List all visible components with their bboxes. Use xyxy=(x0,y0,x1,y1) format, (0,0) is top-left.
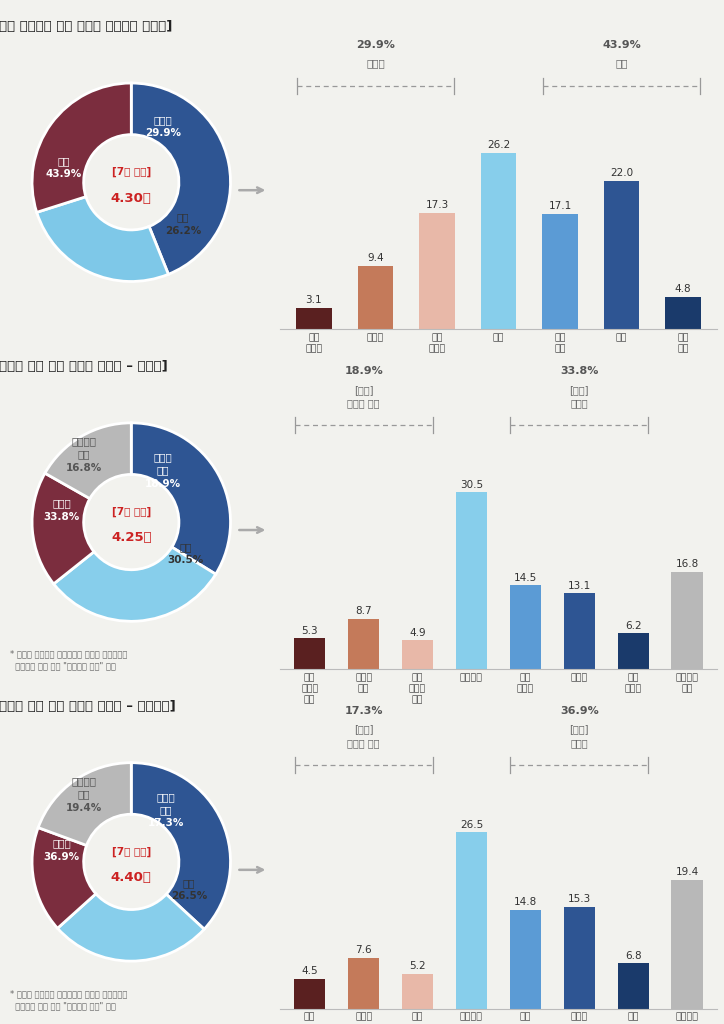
Text: 14.8: 14.8 xyxy=(514,897,537,907)
Text: 17.3%: 17.3% xyxy=(345,706,383,716)
Text: ※ 응답자 BASE : 최근 6개월 이내에 청주시 시내버스 이용경험이 있는 응답자만: ※ 응답자 BASE : 최근 6개월 이내에 청주시 시내버스 이용경험이 있… xyxy=(289,718,495,726)
Bar xyxy=(348,958,379,1009)
Text: 19.4: 19.4 xyxy=(675,867,699,877)
Text: 6.2: 6.2 xyxy=(625,621,641,631)
Text: 4.9: 4.9 xyxy=(409,628,426,638)
Text: 18.9%: 18.9% xyxy=(345,367,383,376)
Bar xyxy=(294,979,325,1009)
Bar xyxy=(358,265,393,329)
Wedge shape xyxy=(131,763,230,929)
Bar xyxy=(542,214,578,329)
Bar xyxy=(481,153,516,329)
Text: 만족: 만족 xyxy=(615,58,628,69)
Text: 17.1: 17.1 xyxy=(548,201,571,211)
Text: 보통
26.2%: 보통 26.2% xyxy=(165,212,201,236)
Text: 33.8%: 33.8% xyxy=(560,367,599,376)
Text: 보통
30.5%: 보통 30.5% xyxy=(168,543,204,565)
Bar xyxy=(294,638,325,669)
Text: 26.5: 26.5 xyxy=(460,819,483,829)
Text: 13.1: 13.1 xyxy=(568,581,591,591)
Bar xyxy=(296,308,332,329)
Text: [7점 평균]: [7점 평균] xyxy=(111,847,151,857)
Text: [청주시 시내버스 운행 서비스 전반적인 만족도]: [청주시 시내버스 운행 서비스 전반적인 만족도] xyxy=(0,20,173,33)
Text: [7점 평균]: [7점 평균] xyxy=(111,167,151,177)
Text: 그렇지
않다
18.9%: 그렇지 않다 18.9% xyxy=(145,453,181,488)
Bar xyxy=(456,833,487,1009)
Text: 36.9%: 36.9% xyxy=(560,706,599,716)
Bar xyxy=(618,633,649,669)
Text: ※ 응답자 BASE : 최근 6개월 이내에 청주시 시내버스 이용경험이 있는 응답자만: ※ 응답자 BASE : 최근 6개월 이내에 청주시 시내버스 이용경험이 있… xyxy=(289,378,495,386)
Wedge shape xyxy=(57,894,204,962)
Text: 8.7: 8.7 xyxy=(355,606,372,616)
Bar xyxy=(618,964,649,1009)
Bar xyxy=(348,618,379,669)
Text: 4.5: 4.5 xyxy=(301,966,318,976)
Text: [부정]
그렇지 않다: [부정] 그렇지 않다 xyxy=(348,725,380,748)
Bar xyxy=(456,493,487,669)
Text: 16.8: 16.8 xyxy=(675,559,699,569)
Wedge shape xyxy=(54,547,216,622)
Wedge shape xyxy=(37,197,169,282)
Text: 해당사항
없음
19.4%: 해당사항 없음 19.4% xyxy=(66,776,102,813)
Text: 6.8: 6.8 xyxy=(625,950,641,961)
Text: * 청주시 시내버스 이용경험이 없거나 이용기억이
  명확하지 않은 경우 "해당사항 없음" 선택: * 청주시 시내버스 이용경험이 없거나 이용기억이 명확하지 않은 경우 "해… xyxy=(10,649,127,671)
Text: 30.5: 30.5 xyxy=(460,480,483,490)
Text: 7.6: 7.6 xyxy=(355,945,372,955)
Bar xyxy=(510,585,541,669)
Text: [긍정]
그렇다: [긍정] 그렇다 xyxy=(570,725,589,748)
Text: 만족
43.9%: 만족 43.9% xyxy=(46,156,82,179)
Bar xyxy=(402,640,433,669)
Text: 29.9%: 29.9% xyxy=(356,41,395,50)
Text: [부정]
그렇지 않다: [부정] 그렇지 않다 xyxy=(348,385,380,408)
Text: 그렇다
36.9%: 그렇다 36.9% xyxy=(43,839,80,861)
Wedge shape xyxy=(38,763,131,846)
Text: 9.4: 9.4 xyxy=(367,253,384,263)
Wedge shape xyxy=(45,423,131,499)
Text: 4.30점: 4.30점 xyxy=(111,191,152,205)
Wedge shape xyxy=(131,83,230,274)
Wedge shape xyxy=(32,473,94,584)
Bar xyxy=(402,974,433,1009)
Text: 15.3: 15.3 xyxy=(568,894,591,904)
Text: 보통
26.5%: 보통 26.5% xyxy=(171,879,207,901)
Text: 5.3: 5.3 xyxy=(301,626,318,636)
Text: 26.2: 26.2 xyxy=(487,140,510,150)
Text: 그렇지
않다
17.3%: 그렇지 않다 17.3% xyxy=(148,793,184,828)
Text: 그렇다
33.8%: 그렇다 33.8% xyxy=(43,499,80,522)
Text: 5.2: 5.2 xyxy=(409,962,426,972)
Text: 17.3: 17.3 xyxy=(425,200,449,210)
Bar xyxy=(564,907,595,1009)
Bar xyxy=(665,297,701,329)
Text: 4.25점: 4.25점 xyxy=(111,531,151,545)
Text: 3.1: 3.1 xyxy=(306,296,322,305)
Text: 22.0: 22.0 xyxy=(610,168,633,178)
Bar xyxy=(671,571,703,669)
Bar xyxy=(604,181,639,329)
Text: 14.5: 14.5 xyxy=(514,572,537,583)
Bar xyxy=(564,593,595,669)
Bar xyxy=(419,213,455,329)
Text: [긍정]
그렇다: [긍정] 그렇다 xyxy=(570,385,589,408)
Text: 43.9%: 43.9% xyxy=(602,41,641,50)
Text: 해당사항
없음
16.8%: 해당사항 없음 16.8% xyxy=(66,436,102,473)
Text: 불만족: 불만족 xyxy=(366,58,385,69)
Wedge shape xyxy=(32,83,131,212)
Text: [준공영제 시행 이후 서비스 개선도 – 안전운행]: [준공영제 시행 이후 서비스 개선도 – 안전운행] xyxy=(0,699,176,713)
Text: [7점 평균]: [7점 평균] xyxy=(111,507,151,517)
Text: 불만족
29.9%: 불만족 29.9% xyxy=(145,115,181,138)
Text: 4.40점: 4.40점 xyxy=(111,871,152,885)
Bar xyxy=(671,880,703,1009)
Text: 4.8: 4.8 xyxy=(675,284,691,294)
Bar xyxy=(510,910,541,1009)
Wedge shape xyxy=(32,827,96,929)
Text: [준공영제 시행 이후 서비스 개선도 – 친절도]: [준공영제 시행 이후 서비스 개선도 – 친절도] xyxy=(0,359,168,373)
Text: * 청주시 시내버스 이용경험이 없거나 이용기억이
  명확하지 않은 경우 "해당사항 없음" 선택: * 청주시 시내버스 이용경험이 없거나 이용기억이 명확하지 않은 경우 "해… xyxy=(10,989,127,1011)
Wedge shape xyxy=(131,423,230,574)
